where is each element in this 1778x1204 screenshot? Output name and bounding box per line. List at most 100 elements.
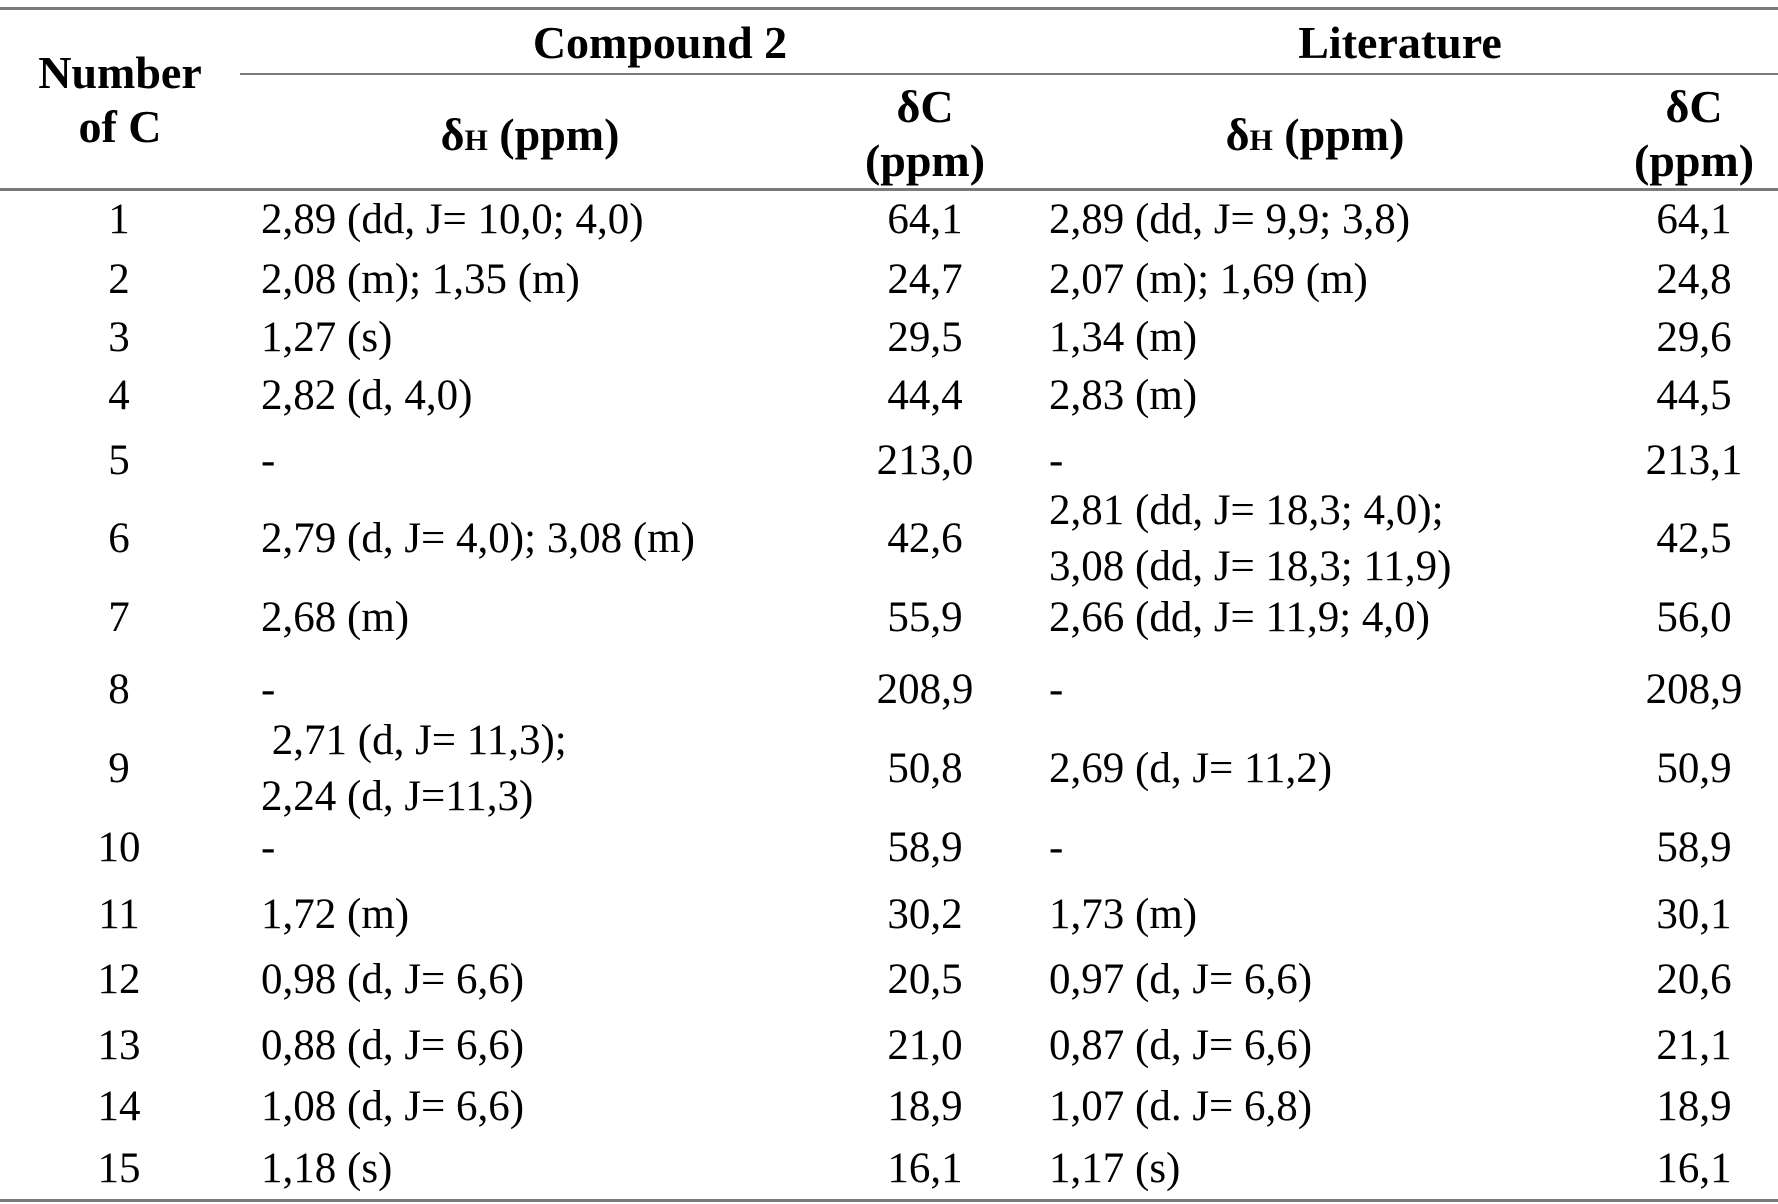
- literature-delta-c: 58,9: [1656, 823, 1732, 871]
- table-row: 9 2,71 (d, J= 11,3); 2,24 (d, J=11,3) 50,…: [0, 717, 1778, 820]
- compound-delta-h: 0,88 (d, J= 6,6): [261, 1021, 525, 1069]
- compound-delta-h: 2,71 (d, J= 11,3); 2,24 (d, J=11,3): [261, 717, 567, 820]
- literature-delta-c: 42,5: [1656, 515, 1732, 562]
- literature-delta-c: 16,1: [1656, 1144, 1732, 1192]
- compound-delta-c: 50,8: [887, 745, 963, 792]
- compound-delta-h: 2,08 (m); 1,35 (m): [261, 256, 580, 303]
- literature-delta-c: 44,5: [1656, 372, 1732, 419]
- delta-symbol: δ: [1225, 109, 1250, 160]
- literature-delta-h: 0,97 (d, J= 6,6): [1049, 956, 1313, 1003]
- carbon-number: 12: [97, 956, 141, 1003]
- compound-delta-c: 64,1: [887, 196, 963, 243]
- compound-delta-h: -: [261, 666, 276, 713]
- table-row: 2 2,08 (m); 1,35 (m) 24,7 2,07 (m); 1,69 (m…: [0, 251, 1778, 309]
- compound-delta-c: 213,0: [876, 436, 974, 484]
- carbon-number: 1: [108, 196, 130, 243]
- compound-delta-c: 20,5: [887, 956, 963, 1003]
- compound-delta-h: 1,72 (m): [261, 890, 410, 938]
- compound-delta-h: -: [261, 436, 276, 484]
- table-row: 8 - 208,9 - 208,9: [0, 654, 1778, 726]
- compound-delta-h: 1,08 (d, J= 6,6): [261, 1083, 525, 1130]
- compound-delta-h: 2,82 (d, 4,0): [261, 372, 473, 419]
- compound-delta-c: 42,6: [887, 515, 963, 562]
- literature-delta-h: 1,73 (m): [1049, 890, 1198, 938]
- table-row: 10 - 58,9 - 58,9: [0, 812, 1778, 883]
- literature-delta-c: 56,0: [1656, 594, 1732, 641]
- literature-delta-h: 1,34 (m): [1049, 314, 1198, 361]
- header-literature-delta-c: δC (ppm): [1610, 80, 1778, 188]
- compound-delta-h: -: [261, 823, 276, 871]
- literature-delta-h: 2,81 (dd, J= 18,3; 4,0); 3,08 (dd, J= 18…: [1049, 487, 1452, 590]
- literature-delta-h: 2,89 (dd, J= 9,9; 3,8): [1049, 196, 1411, 243]
- literature-delta-c: 64,1: [1656, 196, 1732, 243]
- carbon-number: 5: [108, 436, 130, 484]
- compound-delta-c: 24,7: [887, 256, 963, 303]
- table-row: 13 0,88 (d, J= 6,6) 21,0 0,87 (d, J= 6,6) 21…: [0, 1014, 1778, 1077]
- compound-delta-c: 58,9: [887, 823, 963, 871]
- top-rule: [0, 7, 1778, 10]
- compound-delta-h: 1,27 (s): [261, 314, 393, 361]
- literature-delta-c: 21,1: [1656, 1021, 1732, 1069]
- compound-delta-c: 55,9: [887, 594, 963, 641]
- table-row: 7 2,68 (m) 55,9 2,66 (dd, J= 11,9; 4,0) 56,0: [0, 582, 1778, 654]
- literature-delta-c: 30,1: [1656, 890, 1732, 938]
- bottom-rule: [0, 1199, 1778, 1202]
- carbon-number: 15: [97, 1144, 141, 1192]
- compound-delta-c: 16,1: [887, 1144, 963, 1192]
- literature-delta-h: -: [1049, 823, 1064, 871]
- carbon-number: 9: [108, 745, 130, 792]
- literature-delta-c: 20,6: [1656, 956, 1732, 1003]
- table-row: 5 - 213,0 - 213,1: [0, 425, 1778, 496]
- compound-delta-c: 44,4: [887, 372, 963, 419]
- compound-delta-h: 2,79 (d, J= 4,0); 3,08 (m): [261, 515, 695, 562]
- delta-c-label: δC: [1665, 81, 1723, 132]
- literature-delta-h: 2,69 (d, J= 11,2): [1049, 745, 1333, 792]
- carbon-number: 2: [108, 256, 130, 303]
- header-compound-delta-c: δC (ppm): [840, 80, 1010, 188]
- literature-delta-h: 0,87 (d, J= 6,6): [1049, 1021, 1313, 1069]
- carbon-number: 3: [108, 314, 130, 361]
- table-row: 11 1,72 (m) 30,2 1,73 (m) 30,1: [0, 883, 1778, 946]
- delta-c-label: δC: [896, 81, 954, 132]
- compound-delta-c: 29,5: [887, 314, 963, 361]
- literature-delta-c: 213,1: [1645, 436, 1743, 484]
- header-literature-delta-h: δH (ppm): [1115, 108, 1515, 168]
- unit: (ppm): [1272, 109, 1405, 160]
- carbon-number: 13: [97, 1021, 141, 1069]
- compound-delta-c: 21,0: [887, 1021, 963, 1069]
- literature-delta-h: 1,07 (d. J= 6,8): [1049, 1083, 1313, 1130]
- literature-delta-h: 2,07 (m); 1,69 (m): [1049, 256, 1368, 303]
- carbon-number: 14: [97, 1083, 141, 1130]
- literature-delta-c: 29,6: [1656, 314, 1732, 361]
- literature-delta-c: 50,9: [1656, 745, 1732, 792]
- compound-delta-h: 1,18 (s): [261, 1144, 393, 1192]
- carbon-number: 6: [108, 515, 130, 562]
- compound-delta-c: 30,2: [887, 890, 963, 938]
- compound-delta-h: 2,89 (dd, J= 10,0; 4,0): [261, 196, 644, 243]
- unit: (ppm): [487, 109, 620, 160]
- table-row: 12 0,98 (d, J= 6,6) 20,5 0,97 (d, J= 6,6) 20…: [0, 946, 1778, 1014]
- compound-delta-c: 18,9: [887, 1083, 963, 1130]
- compound-delta-h: 0,98 (d, J= 6,6): [261, 956, 525, 1003]
- literature-delta-h: 2,83 (m): [1049, 372, 1198, 419]
- header-compound-delta-h: δH (ppm): [330, 108, 730, 168]
- literature-delta-h: -: [1049, 666, 1064, 713]
- delta-symbol: δ: [440, 109, 465, 160]
- header-compound-2: Compound 2: [532, 17, 788, 68]
- delta-c-unit: (ppm): [1633, 135, 1755, 186]
- table-row: 6 2,79 (d, J= 4,0); 3,08 (m) 42,6 2,81 (dd,…: [0, 487, 1778, 590]
- header-bottom-rule: [0, 188, 1778, 191]
- carbon-number: 10: [97, 823, 141, 871]
- carbon-number: 7: [108, 594, 130, 641]
- table-row: 3 1,27 (s) 29,5 1,34 (m) 29,6: [0, 309, 1778, 367]
- literature-delta-h: 1,17 (s): [1049, 1144, 1181, 1192]
- literature-delta-c: 18,9: [1656, 1083, 1732, 1130]
- literature-delta-h: 2,66 (dd, J= 11,9; 4,0): [1049, 594, 1430, 641]
- delta-subscript: H: [464, 124, 488, 157]
- table-row: 14 1,08 (d, J= 6,6) 18,9 1,07 (d. J= 6,8) 18…: [0, 1077, 1778, 1137]
- compound-delta-h: 2,68 (m): [261, 594, 410, 641]
- literature-delta-c: 208,9: [1645, 666, 1743, 713]
- literature-delta-h: -: [1049, 436, 1064, 484]
- table-row: 4 2,82 (d, 4,0) 44,4 2,83 (m) 44,5: [0, 367, 1778, 425]
- delta-c-unit: (ppm): [864, 135, 986, 186]
